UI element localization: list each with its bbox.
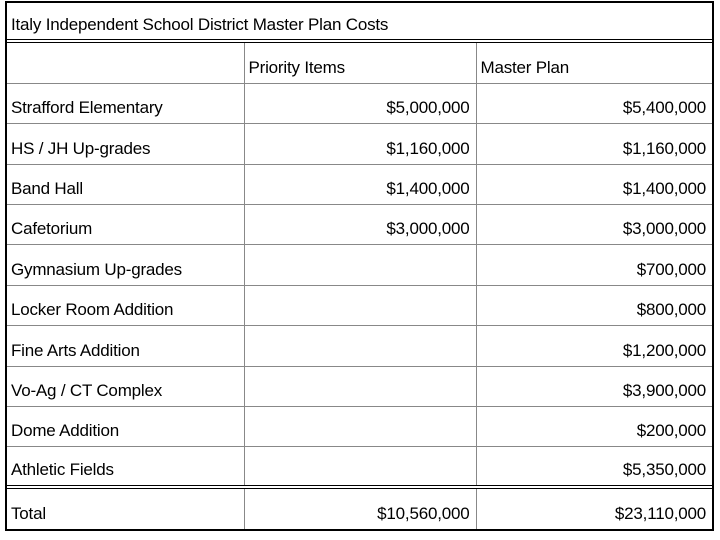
table-row: Athletic Fields $5,350,000 [7, 446, 712, 488]
total-row: Total $10,560,000 $23,110,000 [7, 485, 712, 530]
item-cell: Locker Room Addition [7, 284, 245, 327]
table-row: Cafetorium $3,000,000 $3,000,000 [7, 204, 712, 246]
table-title: Italy Independent School District Master… [7, 3, 712, 43]
priority-cell [243, 406, 477, 448]
item-cell: Band Hall [7, 163, 245, 206]
table-row: HS / JH Up-grades $1,160,000 $1,160,000 [7, 123, 712, 165]
table-row: Locker Room Addition $800,000 [7, 284, 712, 327]
master-cell: $3,000,000 [475, 204, 712, 246]
master-cell: $3,900,000 [475, 365, 712, 408]
priority-cell [243, 365, 477, 408]
item-cell: HS / JH Up-grades [7, 123, 245, 165]
header-row: Priority Items Master Plan [7, 43, 712, 84]
total-priority: $10,560,000 [243, 485, 477, 530]
table-row: Band Hall $1,400,000 $1,400,000 [7, 163, 712, 206]
item-cell: Strafford Elementary [7, 82, 245, 125]
total-label: Total [7, 485, 245, 530]
cost-grid: Priority Items Master Plan Strafford Ele… [7, 43, 712, 530]
priority-cell [243, 244, 477, 286]
table-row: Gymnasium Up-grades $700,000 [7, 244, 712, 286]
master-cell: $1,200,000 [475, 325, 712, 367]
table-row: Vo-Ag / CT Complex $3,900,000 [7, 365, 712, 408]
priority-cell [243, 325, 477, 367]
priority-cell [243, 446, 477, 488]
master-cell: $5,350,000 [475, 446, 712, 488]
total-master: $23,110,000 [475, 485, 712, 530]
item-cell: Dome Addition [7, 406, 245, 448]
item-cell: Fine Arts Addition [7, 325, 245, 367]
header-master: Master Plan [475, 43, 712, 84]
master-cell: $1,160,000 [475, 123, 712, 165]
header-item [7, 43, 245, 84]
table-row: Fine Arts Addition $1,200,000 [7, 325, 712, 367]
table-row: Strafford Elementary $5,000,000 $5,400,000 [7, 82, 712, 125]
master-cell: $1,400,000 [475, 163, 712, 206]
priority-cell: $1,160,000 [243, 123, 477, 165]
priority-cell: $3,000,000 [243, 204, 477, 246]
header-priority: Priority Items [243, 43, 477, 84]
priority-cell: $1,400,000 [243, 163, 477, 206]
item-cell: Gymnasium Up-grades [7, 244, 245, 286]
priority-cell [243, 284, 477, 327]
priority-cell: $5,000,000 [243, 82, 477, 125]
master-cell: $700,000 [475, 244, 712, 286]
item-cell: Vo-Ag / CT Complex [7, 365, 245, 408]
master-cell: $5,400,000 [475, 82, 712, 125]
item-cell: Cafetorium [7, 204, 245, 246]
item-cell: Athletic Fields [7, 446, 245, 488]
cost-table: Italy Independent School District Master… [5, 1, 714, 532]
table-row: Dome Addition $200,000 [7, 406, 712, 448]
master-cell: $200,000 [475, 406, 712, 448]
master-cell: $800,000 [475, 284, 712, 327]
